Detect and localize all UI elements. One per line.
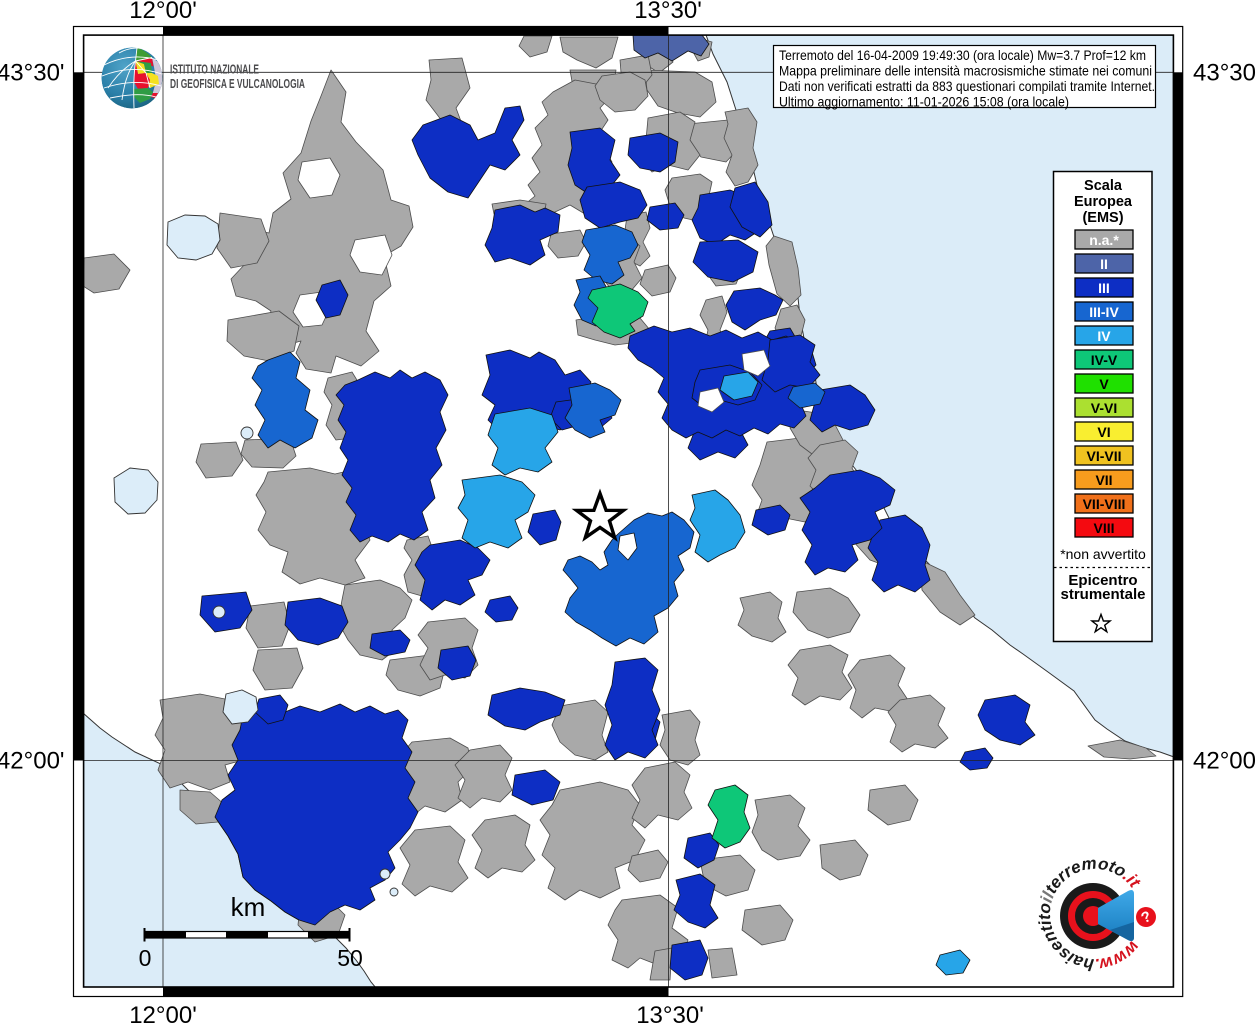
svg-text:III-IV: III-IV: [1089, 304, 1119, 320]
svg-text:VII: VII: [1095, 472, 1112, 488]
svg-text:50: 50: [337, 945, 363, 971]
svg-text:*non avvertito: *non avvertito: [1060, 546, 1146, 562]
svg-text:VI: VI: [1097, 424, 1110, 440]
svg-text:Epicentro: Epicentro: [1068, 572, 1137, 589]
svg-text:43°30': 43°30': [1193, 60, 1256, 87]
svg-text:12°00': 12°00': [129, 0, 197, 24]
svg-text:13°30': 13°30': [634, 0, 702, 24]
svg-text:IV-V: IV-V: [1091, 352, 1118, 368]
svg-text:42°00': 42°00': [1193, 748, 1256, 775]
svg-text:V: V: [1099, 376, 1109, 392]
svg-text:Ultimo aggiornamento: 11-01-20: Ultimo aggiornamento: 11-01-2026 15:08 (…: [779, 95, 1069, 110]
svg-text:III: III: [1098, 280, 1110, 296]
svg-text:VIII: VIII: [1093, 520, 1114, 536]
svg-text:12°00': 12°00': [129, 1002, 197, 1024]
svg-text:0: 0: [139, 945, 152, 971]
svg-text:42°00': 42°00': [0, 748, 65, 775]
svg-text:Europea: Europea: [1074, 194, 1133, 210]
svg-text:n.a.*: n.a.*: [1089, 232, 1119, 248]
svg-text:Scala: Scala: [1084, 178, 1123, 194]
svg-text:strumentale: strumentale: [1060, 586, 1145, 603]
svg-text:IV: IV: [1097, 328, 1111, 344]
svg-text:Dati non verificati estratti d: Dati non verificati estratti da 883 ques…: [779, 79, 1155, 94]
svg-text:II: II: [1100, 256, 1108, 272]
svg-text:DI GEOFISICA E VULCANOLOGIA: DI GEOFISICA E VULCANOLOGIA: [170, 77, 305, 91]
svg-text:VII-VIII: VII-VIII: [1083, 496, 1126, 512]
svg-text:43°30': 43°30': [0, 60, 65, 87]
svg-text:km: km: [231, 892, 266, 922]
svg-text:Terremoto del 16-04-2009 19:49: Terremoto del 16-04-2009 19:49:30 (ora l…: [779, 48, 1146, 63]
svg-text:VI-VII: VI-VII: [1086, 448, 1121, 464]
svg-text:Mappa preliminare delle intens: Mappa preliminare delle intensità macros…: [779, 64, 1152, 79]
svg-text:(EMS): (EMS): [1082, 210, 1123, 226]
svg-text:V-VI: V-VI: [1091, 400, 1117, 416]
svg-text:ISTITUTO NAZIONALE: ISTITUTO NAZIONALE: [170, 63, 259, 77]
svg-text:13°30': 13°30': [636, 1002, 704, 1024]
